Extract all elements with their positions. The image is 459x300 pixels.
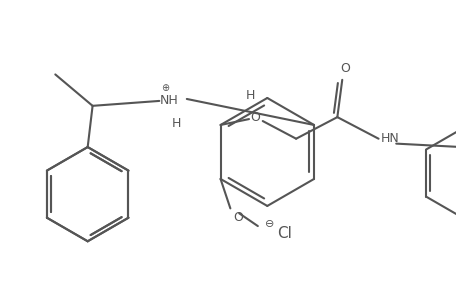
Text: ⊕: ⊕: [161, 83, 169, 93]
Text: H: H: [172, 117, 181, 130]
Text: HN: HN: [380, 132, 398, 145]
Text: O: O: [340, 62, 349, 75]
Text: NH: NH: [159, 94, 178, 107]
Text: Cl: Cl: [276, 226, 291, 241]
Text: H: H: [245, 89, 255, 102]
Text: O: O: [233, 211, 243, 224]
Text: O: O: [249, 111, 259, 124]
Text: ⊖: ⊖: [264, 219, 274, 229]
